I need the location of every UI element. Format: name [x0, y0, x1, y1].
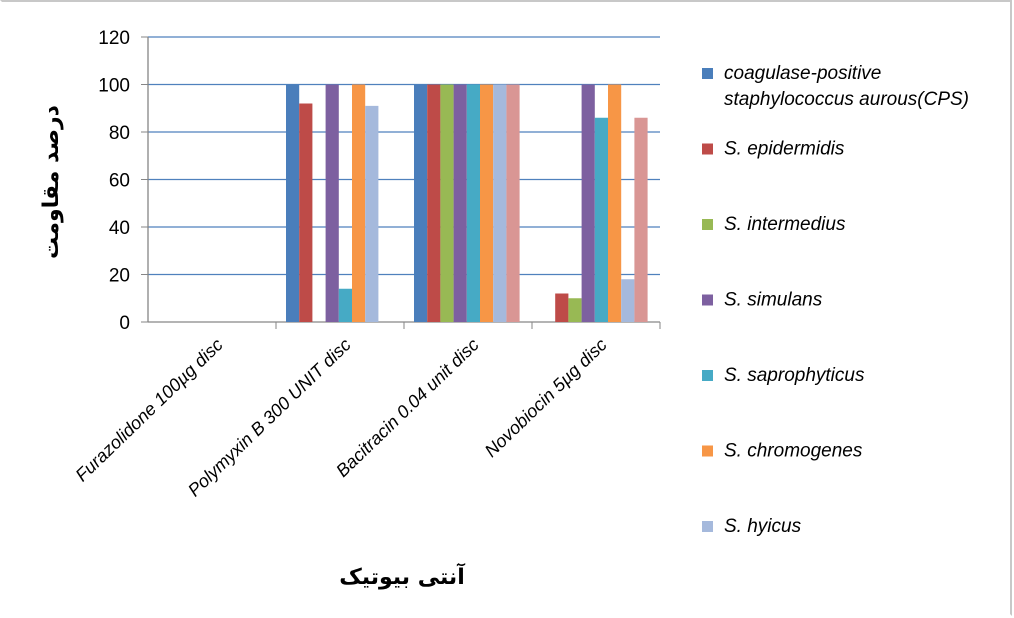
bar [338, 288, 352, 322]
bar [581, 84, 595, 322]
bar [493, 84, 507, 322]
bar [365, 105, 379, 322]
bar [325, 84, 339, 322]
y-tick-label: 40 [109, 218, 130, 239]
bar [299, 103, 313, 322]
y-axis: 0 20 40 60 80 100 120 [98, 28, 149, 334]
legend-swatch [702, 445, 713, 457]
legend-label: S. saprophyticus [724, 365, 865, 386]
bar [555, 293, 569, 322]
bar [634, 117, 648, 322]
bar [453, 84, 467, 322]
gridlines [148, 36, 660, 276]
x-tick-label: Furazolidone 100µg disc [72, 334, 227, 485]
bar [440, 84, 454, 322]
legend-swatch [702, 294, 713, 306]
legend-swatch [702, 370, 713, 381]
y-tick-label: 120 [98, 28, 130, 49]
x-tick-label: Novobiocin 5µg disc [481, 334, 611, 461]
legend-label: S. hyicus [724, 516, 802, 537]
bar [466, 84, 480, 322]
y-tick-label: 0 [119, 313, 130, 334]
legend-label: coagulase-positive [724, 63, 881, 84]
bar [506, 84, 520, 322]
bar [286, 84, 300, 322]
legend-swatch [702, 219, 713, 230]
bar [352, 84, 366, 322]
bar [480, 84, 494, 322]
y-axis-title: درصد مقاومت [39, 105, 64, 259]
y-tick-label: 20 [109, 266, 130, 287]
legend-swatch [702, 521, 713, 532]
y-tick-label: 80 [109, 123, 130, 144]
legend: coagulase-positive staphylococcus aurous(… [702, 63, 969, 537]
legend-label: S. simulans [724, 290, 823, 311]
bars [286, 84, 648, 322]
bar [568, 298, 582, 322]
legend-label: S. intermedius [724, 214, 846, 235]
bar [427, 84, 441, 322]
x-tick-label: Bacitracin 0.04 unit disc [332, 334, 483, 480]
bar [594, 117, 608, 322]
legend-label: staphylococcus aurous(CPS) [724, 89, 969, 110]
legend-swatch [702, 143, 713, 155]
legend-swatch [702, 68, 713, 79]
y-tick-label: 60 [109, 171, 130, 192]
legend-label: S. chromogenes [724, 441, 863, 462]
bar [608, 84, 622, 322]
bar [621, 279, 635, 322]
x-axis-title: آنتی بیوتیک [339, 562, 465, 590]
legend-label: S. epidermidis [724, 139, 845, 160]
bar [414, 84, 428, 322]
y-tick-label: 100 [98, 76, 130, 97]
